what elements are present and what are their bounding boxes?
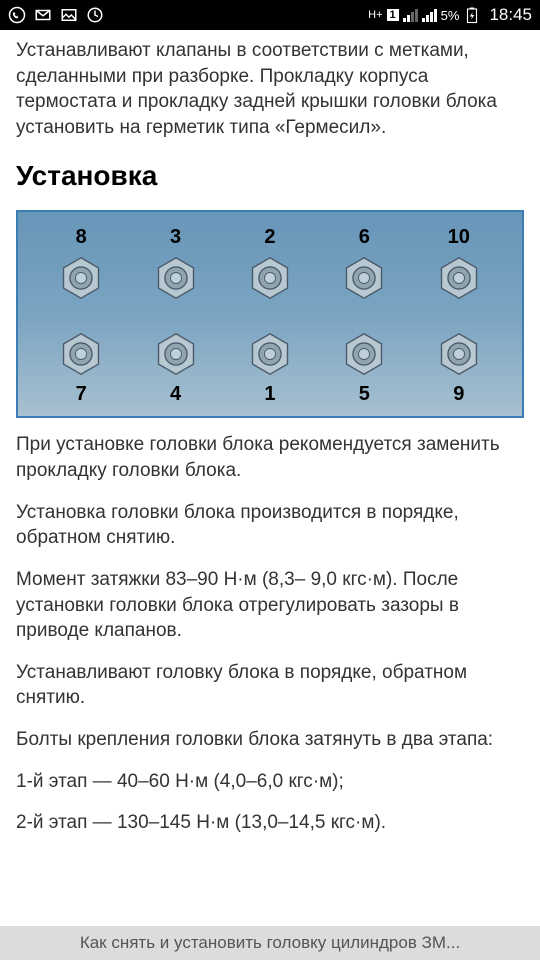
bolt-icon xyxy=(247,255,293,301)
battery-pct: 5% xyxy=(441,8,460,23)
intro-text: Устанавливают клапаны в соответствии с м… xyxy=(16,38,524,141)
paragraph: 2-й этап — 130–145 Н·м (13,0–14,5 кгс·м)… xyxy=(16,810,524,836)
tab-title: Как снять и установить головку цилиндров… xyxy=(80,933,460,953)
paragraph: Установка головки блока производится в п… xyxy=(16,500,524,551)
sim-badge: 1 xyxy=(387,9,399,21)
status-bar: H+ 1 5% 18:45 xyxy=(0,0,540,30)
bolt-num: 2 xyxy=(264,224,275,251)
bolt-icon xyxy=(247,331,293,377)
paragraph: 1-й этап — 40–60 Н·м (4,0–6,0 кгс·м); xyxy=(16,769,524,795)
bolt-icon xyxy=(341,331,387,377)
bolt-num: 10 xyxy=(448,224,470,251)
tab-title-bar[interactable]: Как снять и установить головку цилиндров… xyxy=(0,926,540,960)
mail-icon xyxy=(34,6,52,24)
sync-icon xyxy=(86,6,104,24)
bolt-num: 6 xyxy=(359,224,370,251)
bolt-icon xyxy=(153,331,199,377)
paragraph: Момент затяжки 83–90 Н·м (8,3– 9,0 кгс·м… xyxy=(16,567,524,644)
section-heading: Установка xyxy=(16,157,524,195)
signal-icon-1 xyxy=(403,8,418,22)
bolt-num: 5 xyxy=(359,381,370,408)
bolt-row-top: 8 3 2 6 10 xyxy=(34,224,506,301)
bolt-icon xyxy=(58,331,104,377)
image-icon xyxy=(60,6,78,24)
bolt-num: 8 xyxy=(76,224,87,251)
bolt-diagram: 8 3 2 6 10 7 4 1 5 9 xyxy=(16,210,524,418)
bolt-icon xyxy=(436,255,482,301)
paragraph: Устанавливают головку блока в порядке, о… xyxy=(16,660,524,711)
bolt-row-bottom: 7 4 1 5 9 xyxy=(34,331,506,408)
article-body[interactable]: Устанавливают клапаны в соответствии с м… xyxy=(0,30,540,860)
bolt-num: 1 xyxy=(264,381,275,408)
bolt-num: 7 xyxy=(76,381,87,408)
bolt-num: 9 xyxy=(453,381,464,408)
bolt-num: 3 xyxy=(170,224,181,251)
battery-icon xyxy=(463,6,481,24)
whatsapp-icon xyxy=(8,6,26,24)
clock: 18:45 xyxy=(489,5,532,25)
paragraph: При установке головки блока рекомендуетс… xyxy=(16,432,524,483)
bolt-num: 4 xyxy=(170,381,181,408)
signal-icon-2 xyxy=(422,8,437,22)
bolt-icon xyxy=(58,255,104,301)
hplus-label: H+ xyxy=(368,10,382,21)
bolt-icon xyxy=(153,255,199,301)
paragraph: Болты крепления головки блока затянуть в… xyxy=(16,727,524,753)
bolt-icon xyxy=(341,255,387,301)
bolt-icon xyxy=(436,331,482,377)
